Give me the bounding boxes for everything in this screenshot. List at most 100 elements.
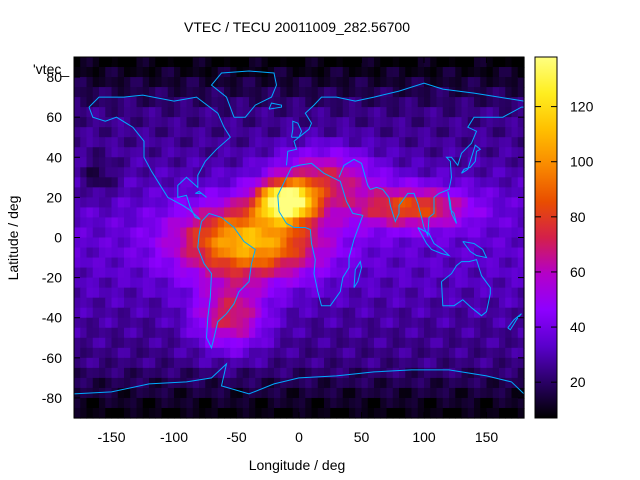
heatmap-cell xyxy=(361,397,369,409)
heatmap-cell xyxy=(392,167,400,178)
heatmap-cell xyxy=(405,407,413,419)
heatmap-cell xyxy=(124,317,131,329)
heatmap-cell xyxy=(505,157,513,168)
heatmap-cell xyxy=(286,107,294,118)
heatmap-cell xyxy=(492,297,500,309)
heatmap-cell xyxy=(261,397,269,409)
heatmap-cell xyxy=(449,57,456,68)
heatmap-cell xyxy=(336,377,344,389)
heatmap-cell xyxy=(305,227,313,239)
heatmap-cell xyxy=(199,77,206,88)
heatmap-cell xyxy=(161,167,169,178)
heatmap-cell xyxy=(342,297,350,309)
heatmap-cell xyxy=(436,397,444,409)
heatmap-cell xyxy=(305,277,313,289)
heatmap-cell xyxy=(380,137,388,148)
heatmap-cell xyxy=(155,157,163,168)
heatmap-cell xyxy=(242,167,250,178)
heatmap-cell xyxy=(149,117,156,128)
heatmap-cell xyxy=(511,77,519,88)
heatmap-cell xyxy=(224,287,231,299)
heatmap-cell xyxy=(292,227,300,239)
heatmap-cell xyxy=(467,67,475,78)
heatmap-cell xyxy=(361,237,369,249)
heatmap-cell xyxy=(99,57,106,68)
heatmap-cell xyxy=(367,167,375,178)
heatmap-cell xyxy=(411,227,419,239)
heatmap-cell xyxy=(117,67,125,78)
heatmap-cell xyxy=(267,77,275,88)
heatmap-cell xyxy=(261,87,269,98)
heatmap-cell xyxy=(149,67,156,78)
heatmap-cell xyxy=(199,157,206,168)
heatmap-cell xyxy=(336,397,344,409)
heatmap-cell xyxy=(211,177,219,188)
heatmap-cell xyxy=(349,77,356,88)
heatmap-cell xyxy=(105,337,113,349)
heatmap-cell xyxy=(92,227,100,239)
heatmap-cell xyxy=(117,327,125,339)
heatmap-cell xyxy=(286,337,294,349)
heatmap-cell xyxy=(99,227,106,239)
heatmap-cell xyxy=(242,147,250,158)
heatmap-cell xyxy=(417,277,425,289)
heatmap-cell xyxy=(92,207,100,219)
heatmap-cell xyxy=(161,177,169,188)
heatmap-cell xyxy=(342,287,350,299)
heatmap-cell xyxy=(392,227,400,239)
heatmap-cell xyxy=(336,257,344,269)
heatmap-cell xyxy=(149,57,156,68)
heatmap-cell xyxy=(386,247,394,259)
y-tick-label: -40 xyxy=(42,310,62,326)
heatmap-cell xyxy=(317,57,325,68)
heatmap-cell xyxy=(311,107,319,118)
heatmap-cell xyxy=(474,77,481,88)
heatmap-cell xyxy=(417,117,425,128)
heatmap-cell xyxy=(399,297,406,309)
heatmap-cell xyxy=(499,77,506,88)
heatmap-cell xyxy=(86,207,94,219)
heatmap-cell xyxy=(374,87,381,98)
heatmap-cell xyxy=(192,357,200,369)
heatmap-cell xyxy=(205,367,213,379)
heatmap-cell xyxy=(311,117,319,128)
heatmap-cell xyxy=(442,347,450,359)
heatmap-cell xyxy=(380,337,388,349)
heatmap-cell xyxy=(505,97,513,108)
heatmap-cell xyxy=(436,357,444,369)
heatmap-cell xyxy=(155,67,163,78)
heatmap-cell xyxy=(99,237,106,249)
heatmap-cell xyxy=(486,97,494,108)
heatmap-cell xyxy=(199,317,206,329)
heatmap-cell xyxy=(117,77,125,88)
heatmap-cell xyxy=(430,87,438,98)
heatmap-cell xyxy=(255,277,263,289)
heatmap-cell xyxy=(299,297,306,309)
heatmap-cell xyxy=(317,337,325,349)
heatmap-cell xyxy=(80,187,88,198)
heatmap-cell xyxy=(111,357,119,369)
heatmap-cell xyxy=(280,207,288,219)
heatmap-cell xyxy=(180,397,188,409)
heatmap-cell xyxy=(392,387,400,399)
coastline xyxy=(268,102,282,110)
heatmap-cell xyxy=(105,257,113,269)
heatmap-cell xyxy=(467,127,475,138)
heatmap-cell xyxy=(149,387,156,399)
heatmap-cell xyxy=(442,97,450,108)
heatmap-cell xyxy=(155,227,163,239)
heatmap-cell xyxy=(142,77,150,88)
heatmap-cell xyxy=(467,217,475,229)
heatmap-cell xyxy=(411,277,419,289)
heatmap-cell xyxy=(467,207,475,219)
heatmap-cell xyxy=(280,297,288,309)
heatmap-cell xyxy=(367,107,375,118)
heatmap-cell xyxy=(130,387,138,399)
heatmap-cell xyxy=(242,67,250,78)
heatmap-cell xyxy=(417,257,425,269)
heatmap-cell xyxy=(399,197,406,209)
heatmap-cell xyxy=(511,327,519,339)
heatmap-cell xyxy=(517,127,525,138)
heatmap-cell xyxy=(392,87,400,98)
